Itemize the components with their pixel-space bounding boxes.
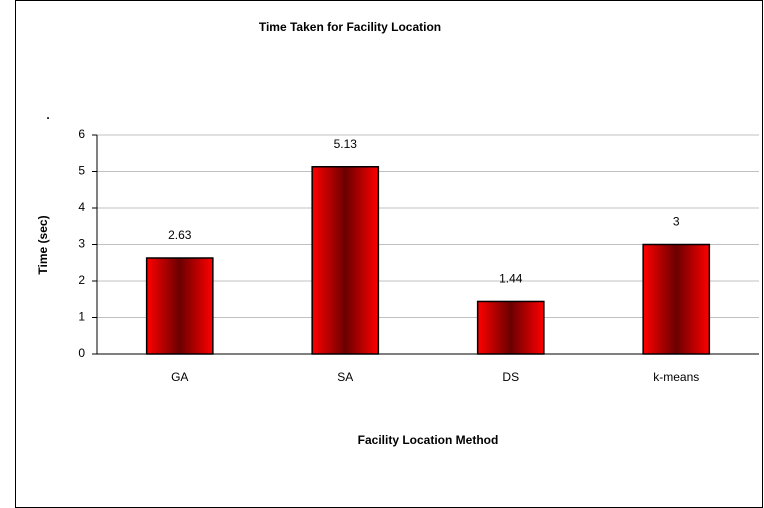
y-tick-label: 3 (78, 237, 85, 251)
annotation: . (46, 108, 49, 122)
data-label: 3 (673, 215, 680, 229)
bar (476, 300, 545, 355)
bar (642, 243, 711, 355)
data-label: 1.44 (499, 272, 523, 286)
x-tick-label: k-means (653, 370, 699, 384)
bar (311, 166, 380, 355)
y-tick-label: 1 (78, 310, 85, 324)
data-label: 5.13 (334, 137, 358, 151)
bar (145, 257, 214, 355)
x-tick-label: SA (337, 370, 353, 384)
x-axis-label: Facility Location Method (358, 433, 499, 447)
y-tick-label: 6 (78, 127, 85, 141)
chart-frame (15, 0, 763, 508)
y-tick-label: 5 (78, 164, 85, 178)
y-tick-label: 4 (78, 200, 85, 214)
y-axis-label: Time (sec) (36, 215, 50, 274)
x-tick-label: DS (502, 370, 519, 384)
data-label: 2.63 (168, 228, 192, 242)
y-tick-label: 0 (78, 346, 85, 360)
chart-title: Time Taken for Facility Location (259, 20, 441, 34)
y-tick-label: 2 (78, 273, 85, 287)
x-tick-label: GA (171, 370, 188, 384)
